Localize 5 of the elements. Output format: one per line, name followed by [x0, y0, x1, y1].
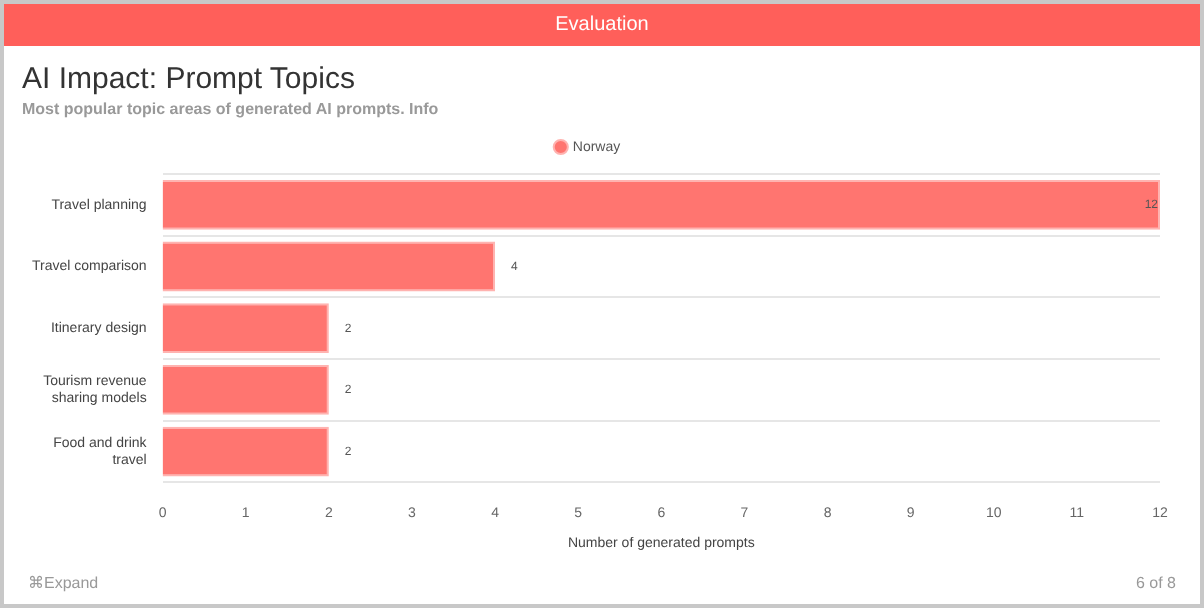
text: Evaluation: [4, 4, 1200, 46]
text: ⌘Expand: [28, 574, 99, 592]
text: 6 of 8: [1135, 574, 1176, 592]
chart-title: AI Impact: Prompt Topics: [22, 62, 355, 96]
chart-subtitle: Most popular topic areas of generated AI prompts. Info: [22, 100, 439, 118]
